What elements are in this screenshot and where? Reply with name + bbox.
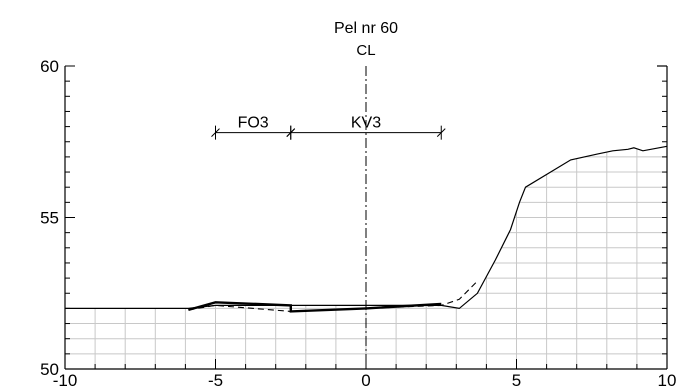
dimension-slash-tick (286, 128, 296, 138)
chart-title: Pel nr 60 (334, 20, 398, 37)
x-tick-label: 5 (512, 371, 521, 389)
y-tick-label: 55 (40, 209, 59, 228)
x-tick-label: -5 (208, 371, 223, 389)
dimension-slash-tick (211, 128, 220, 138)
y-tick-label: 60 (40, 57, 59, 76)
dimension-lines: FO3 KV3 (211, 115, 446, 140)
axes: 50 55 60 -10 -5 0 5 10 (40, 57, 676, 389)
dimension-label: KV3 (351, 115, 381, 132)
y-tick-label: 50 (40, 360, 59, 379)
centerline-label: CL (356, 42, 375, 59)
x-tick-label: 10 (658, 371, 677, 389)
existing-surface-dashed-line (188, 280, 478, 312)
dimension-label: FO3 (238, 115, 269, 132)
dimension-slash-tick (436, 128, 446, 138)
series (65, 145, 668, 313)
x-tick-label: -10 (53, 371, 78, 389)
x-tick-label: 0 (361, 371, 370, 389)
